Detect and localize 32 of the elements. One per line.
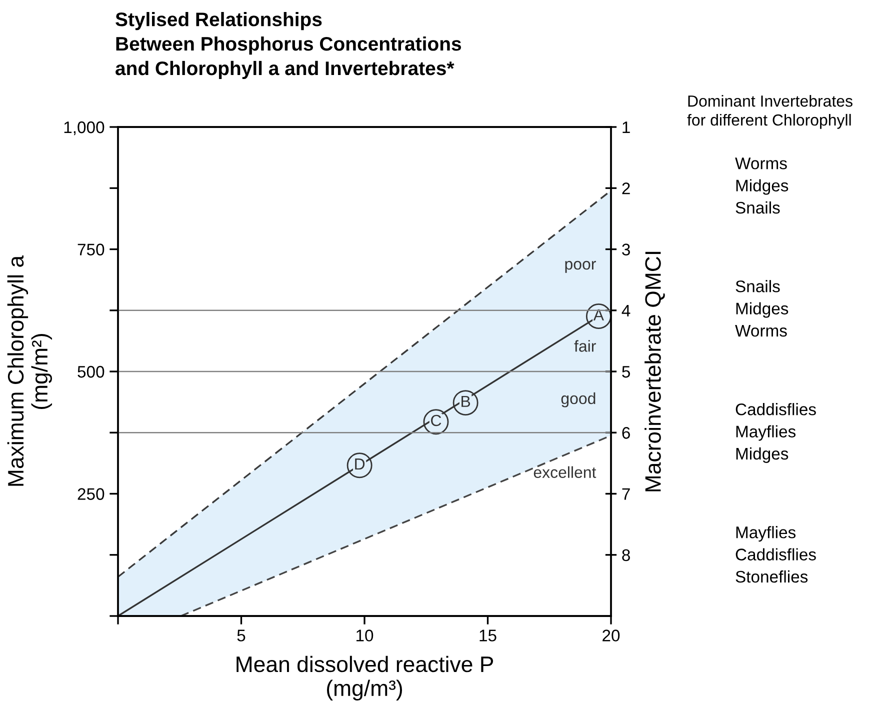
text: Worms Midges Snails bbox=[735, 158, 788, 214]
y-tick-label: 750 bbox=[78, 244, 104, 256]
x-tick-label: 10 bbox=[356, 630, 374, 642]
y2-tick-label: 5 bbox=[622, 366, 630, 378]
y2-tick-label: 6 bbox=[622, 427, 630, 439]
y2-tick-label: 3 bbox=[622, 244, 630, 256]
annotation: excellent bbox=[534, 466, 596, 478]
annotation: poor bbox=[565, 260, 596, 273]
x-tick-label: 15 bbox=[480, 630, 496, 642]
y2-axis-title: Macroinvertebrate QMCI bbox=[644, 252, 665, 492]
x-axis-title: Mean dissolved reactive P (mg/m³) bbox=[236, 656, 494, 700]
y2-tick-label: 2 bbox=[622, 182, 630, 194]
y2-tick-label: 8 bbox=[622, 549, 630, 562]
y-tick-label: 500 bbox=[78, 366, 104, 378]
chart-title: Stylised Relationships Between Phosphorus Concentrations and Chlorophyll a and Invertebrates* bbox=[116, 12, 462, 80]
text: Caddisflies Mayflies Midges bbox=[736, 403, 816, 463]
y-tick-label: 1,000 bbox=[64, 121, 104, 136]
y-tick-label: 250 bbox=[78, 488, 104, 500]
annotation: fair bbox=[574, 340, 596, 352]
y2-tick-label: 1 bbox=[622, 122, 630, 134]
annotation: D bbox=[355, 458, 365, 470]
text: Snails Midges Worms bbox=[735, 280, 788, 337]
x-tick-label: 20 bbox=[602, 630, 620, 642]
annotation: C bbox=[431, 414, 442, 426]
text: Mayflies Caddisflies Stoneflies bbox=[736, 526, 816, 583]
annotation: good bbox=[561, 392, 596, 408]
text: Dominant Invertebrates for different Chlorophyll bbox=[687, 95, 852, 129]
annotation: B bbox=[462, 396, 470, 407]
y2-tick-label: 4 bbox=[622, 304, 630, 316]
y2-tick-label: 7 bbox=[622, 488, 630, 500]
x-tick-label: 5 bbox=[237, 630, 246, 642]
y-axis-title: Maximum Chlorophyll a (mg/m²) bbox=[7, 255, 52, 486]
